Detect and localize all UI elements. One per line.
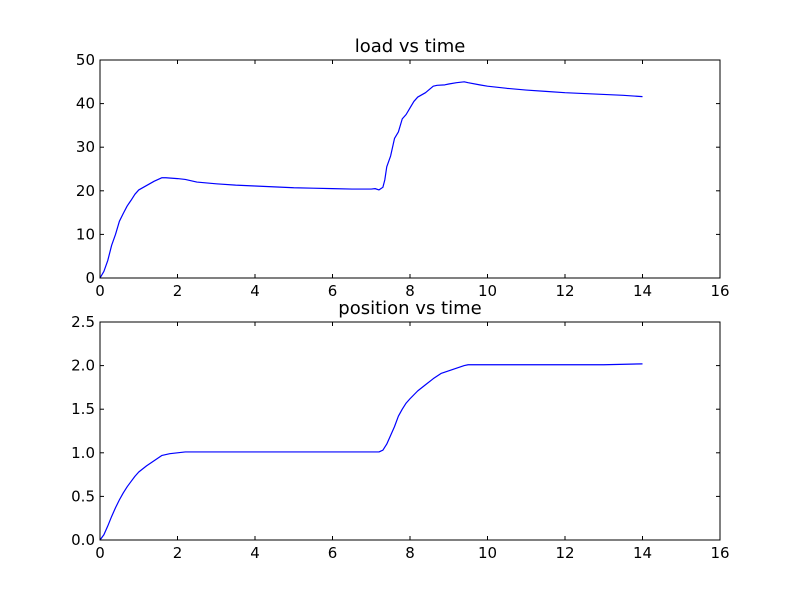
x-tick-label: 14 [633, 282, 652, 300]
y-tick-label: 40 [76, 95, 95, 113]
x-tick-label: 0 [95, 282, 105, 300]
axes-frame [99, 59, 721, 279]
x-tick-label: 8 [405, 282, 415, 300]
x-tick-label: 0 [95, 544, 105, 562]
y-tick-label: 30 [76, 138, 95, 156]
x-tick-label: 16 [710, 544, 729, 562]
x-tick-label: 4 [250, 282, 260, 300]
x-tick-label: 6 [328, 544, 338, 562]
chart-title: position vs time [338, 298, 481, 319]
series-line-1 [99, 363, 643, 541]
y-tick-label: 20 [76, 182, 95, 200]
y-tick-label: 2.5 [71, 313, 95, 331]
y-tick-label: 0 [85, 269, 95, 287]
x-tick-label: 16 [710, 282, 729, 300]
y-tick-label: 1.5 [71, 400, 95, 418]
x-tick-label: 2 [173, 544, 183, 562]
y-tick-label: 2.0 [71, 357, 95, 375]
y-tick-label: 50 [76, 51, 95, 69]
y-tick-label: 0.5 [71, 487, 95, 505]
y-tick-label: 0.0 [71, 531, 95, 549]
y-tick-label: 10 [76, 225, 95, 243]
x-tick-label: 14 [633, 544, 652, 562]
series-line-1 [99, 81, 643, 279]
x-tick-label: 6 [328, 282, 338, 300]
x-tick-label: 8 [405, 544, 415, 562]
x-tick-label: 2 [173, 282, 183, 300]
chart-title: load vs time [355, 36, 466, 57]
x-tick-label: 12 [555, 282, 574, 300]
x-tick-label: 10 [478, 282, 497, 300]
axes-frame [99, 321, 721, 541]
x-tick-label: 4 [250, 544, 260, 562]
subplot-1: 0 2 4 6 8 10 12 14 16 0 10 20 30 40 50 load vs time [76, 36, 730, 300]
x-tick-label: 12 [555, 544, 574, 562]
x-tick-label: 10 [478, 544, 497, 562]
subplot-2: 0 2 4 6 8 10 12 14 16 0.0 0.5 1.0 1.5 2.0 2.5 position … [71, 298, 729, 562]
y-tick-label: 1.0 [71, 444, 95, 462]
